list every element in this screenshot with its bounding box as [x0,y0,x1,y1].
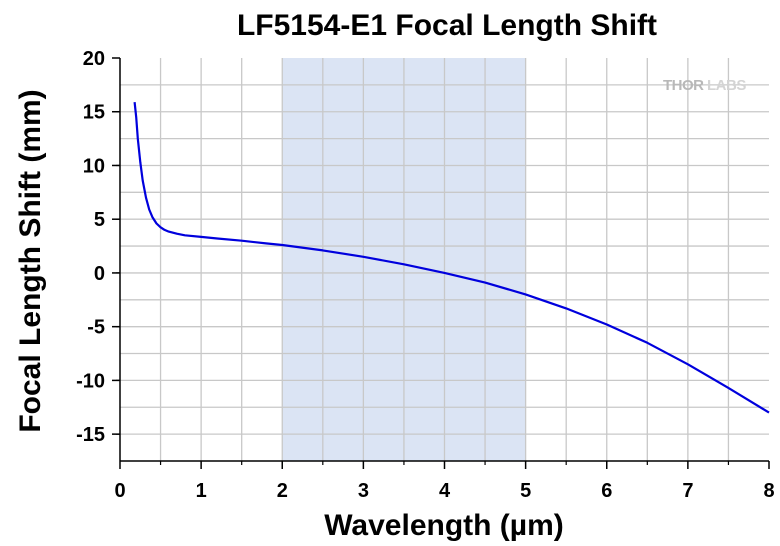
watermark-labs: LABS [707,77,746,94]
y-tick-label: 5 [94,209,105,231]
x-tick-label: 6 [601,480,612,502]
x-tick-label: 7 [682,480,693,502]
x-axis-label: Wavelength (µm) [324,509,564,542]
y-tick-label: 0 [94,263,105,285]
x-tick-label: 2 [277,480,288,502]
x-tick-label: 8 [763,480,774,502]
x-tick-label: 4 [439,480,451,502]
series-line [133,101,770,414]
chart-title: LF5154-E1 Focal Length Shift [237,9,657,42]
y-tick-label: 20 [83,48,105,70]
y-axis-label: Focal Length Shift (mm) [14,89,47,432]
y-tick-label: -10 [76,370,105,392]
x-tick-label: 3 [358,480,369,502]
x-tick-label: 0 [114,480,125,502]
x-tick-label: 1 [196,480,207,502]
x-tick-label: 5 [520,480,531,502]
watermark-thor: THOR [663,77,704,94]
y-tick-label: -15 [76,424,105,446]
y-tick-label: -5 [87,317,105,339]
y-tick-label: 15 [83,102,105,124]
watermark-logo: THOR LABS [663,77,747,94]
y-tick-label: 10 [83,155,105,177]
